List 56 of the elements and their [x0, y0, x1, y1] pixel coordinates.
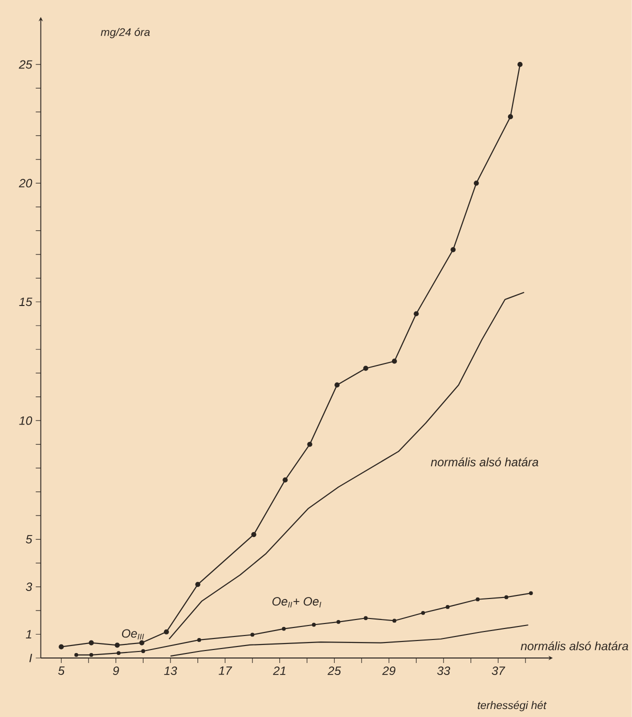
point [336, 620, 340, 624]
point [139, 640, 144, 646]
point [446, 605, 450, 609]
point [476, 597, 480, 602]
y-axis-title: mg/24 óra [100, 28, 150, 38]
point [364, 616, 368, 620]
x-tick-label: 29 [382, 666, 396, 676]
x-tick-label: 37 [492, 666, 506, 676]
y-tick-label: I [29, 654, 32, 662]
point [474, 180, 479, 186]
point [421, 610, 426, 615]
y-tick-label: 1 [26, 630, 32, 638]
point [312, 622, 316, 627]
point [392, 358, 398, 364]
y-tick-label: 20 [18, 178, 32, 188]
x-tick-label: 17 [218, 666, 232, 675]
point [89, 652, 94, 657]
y-tick-label: 10 [19, 416, 32, 425]
point [251, 532, 256, 538]
point [529, 591, 533, 596]
point [282, 477, 288, 482]
point [88, 640, 94, 646]
y-tick-label: 25 [18, 60, 32, 69]
x-axis-title: terhességi hét [478, 700, 547, 712]
point [508, 114, 514, 120]
y-tick-label: 15 [19, 298, 32, 306]
y-tick-label: 3 [26, 582, 32, 592]
series-label: normális alsó határa [520, 641, 628, 650]
x-tick-label: 33 [437, 666, 450, 676]
point [518, 62, 523, 68]
x-tick-label: 9 [113, 666, 120, 676]
text: normális alsó határa [430, 457, 538, 466]
x-tick-label: 5 [58, 666, 65, 675]
point [74, 652, 78, 657]
point [197, 638, 202, 642]
point [250, 632, 254, 637]
series-label: Oe$_{II}$+ Oe$_{I}$ [272, 597, 322, 608]
x-tick-label: 21 [273, 666, 286, 675]
point [164, 629, 170, 634]
point [450, 247, 456, 252]
point [334, 382, 340, 388]
point [116, 651, 121, 655]
x-tick-label: 25 [328, 666, 342, 676]
point [141, 649, 146, 654]
series-label: Oe$_{III}$ [122, 629, 144, 640]
point [282, 626, 286, 631]
point [363, 366, 368, 371]
point [195, 582, 200, 587]
x-tick-label: 13 [164, 666, 178, 676]
point [392, 618, 396, 623]
point [58, 644, 64, 650]
point [114, 642, 120, 648]
point [414, 311, 419, 316]
y-tick-label: 5 [26, 535, 32, 544]
point [504, 595, 508, 600]
point [307, 442, 312, 447]
